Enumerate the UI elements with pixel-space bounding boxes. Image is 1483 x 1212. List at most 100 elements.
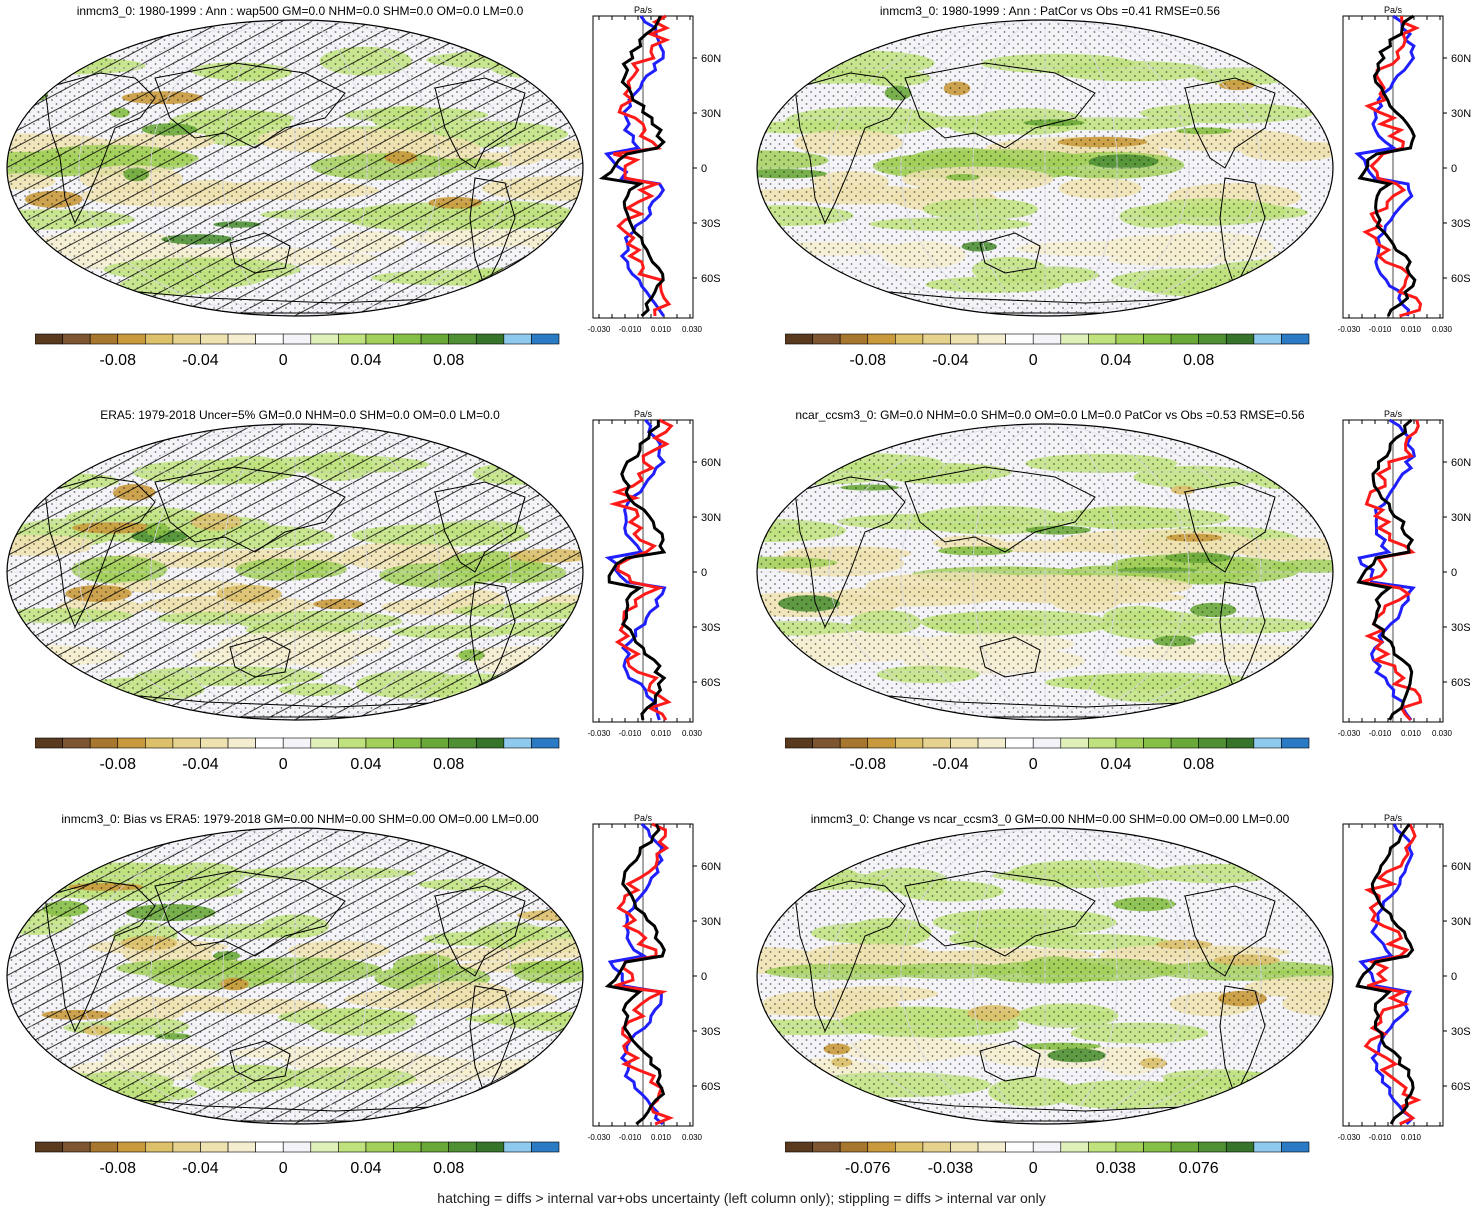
colorbar-box <box>1088 333 1117 345</box>
robinson-map <box>6 423 584 721</box>
coastline <box>469 985 516 1098</box>
latitude-tick-label: 30N <box>701 512 721 524</box>
colorbar-box <box>365 333 394 345</box>
colorbar-box <box>338 737 367 749</box>
colorbar-tick-label: 0 <box>1028 1160 1038 1177</box>
latitude-tick-label: 60S <box>701 1081 721 1093</box>
colorbar-tick-label: -0.04 <box>932 352 969 369</box>
panel-title: inmcm3_0: Change vs ncar_ccsm3_0 GM=0.00… <box>810 812 1290 826</box>
colorbar-box <box>812 1141 841 1153</box>
colorbar-tick-label: -0.04 <box>182 352 219 369</box>
coastline <box>794 880 906 1033</box>
colorbar-box <box>1170 1141 1199 1153</box>
colorbar-box <box>1143 737 1172 749</box>
colorbar-box <box>117 333 146 345</box>
colorbar-box <box>531 737 560 749</box>
colorbar-tick-label: 0.04 <box>350 352 382 369</box>
colorbar-box <box>255 737 284 749</box>
colorbar-box <box>785 333 813 345</box>
colorbar-box <box>1032 333 1062 345</box>
obs-zonal-line <box>1361 419 1423 722</box>
coastline <box>1184 77 1276 169</box>
coastline <box>434 77 526 169</box>
colorbar-box <box>1253 1141 1282 1153</box>
colorbar-box <box>785 1141 813 1153</box>
latitude-tick-label: 60S <box>701 273 721 285</box>
coastline <box>1184 885 1276 977</box>
colorbar-box <box>1115 333 1144 345</box>
latitude-tick-label: 30S <box>701 622 721 634</box>
colorbar-tick-label: 0.038 <box>1095 1160 1136 1177</box>
map-border <box>6 19 584 317</box>
units-label: Pa/s <box>1384 5 1403 15</box>
colorbar-box <box>62 333 91 345</box>
colorbar-box <box>1088 1141 1117 1153</box>
colorbar-box <box>89 1141 119 1153</box>
colorbar-tick-label: 0 <box>278 352 288 369</box>
x-tick-label: 0.010 <box>651 325 672 334</box>
latitude-tick-label: 30S <box>1451 622 1471 634</box>
panel-title: ERA5: 1979-2018 Uncer=5% GM=0.0 NHM=0.0 … <box>100 408 500 422</box>
colorbar-box <box>977 1141 1006 1153</box>
x-tick-label: -0.010 <box>619 325 642 334</box>
units-label: Pa/s <box>634 5 653 15</box>
colorbar-box <box>1170 333 1199 345</box>
x-tick-label: -0.030 <box>1338 1133 1361 1142</box>
x-tick-label: 0.030 <box>1432 325 1453 334</box>
latitude-tick-label: 0 <box>701 163 707 175</box>
obs-zonal-line <box>1362 15 1423 318</box>
zonal-mean-plot: Pa/s 60N 30N 0 30S 60S -0.030 -0.010 0.010 0.030 <box>588 5 722 334</box>
colorbar-box <box>35 737 63 749</box>
colorbar-box <box>1170 737 1199 749</box>
latitude-tick-label: 60S <box>1451 273 1471 285</box>
robinson-map <box>6 19 584 317</box>
colorbar-box <box>172 1141 201 1153</box>
colorbar-box <box>420 1141 449 1153</box>
colorbar-box <box>227 737 256 749</box>
x-tick-label: -0.010 <box>619 1133 642 1142</box>
x-tick-label: 0.030 <box>682 729 703 738</box>
colorbar-box <box>950 1141 979 1153</box>
colorbar-box <box>867 1141 896 1153</box>
latitude-tick-label: 30S <box>1451 218 1471 230</box>
x-tick-label: -0.010 <box>1369 1133 1392 1142</box>
colorbar-tick-label: 0 <box>278 756 288 773</box>
coastline <box>979 1040 1041 1082</box>
colorbar-box <box>1198 1141 1227 1153</box>
colorbar-tick-label: -0.08 <box>849 756 886 773</box>
colorbar-box <box>255 1141 284 1153</box>
colorbar-box <box>1032 737 1062 749</box>
colorbar-box <box>420 333 449 345</box>
x-tick-label: -0.010 <box>1369 729 1392 738</box>
model-zonal-line <box>604 419 667 721</box>
colorbar-box <box>922 737 951 749</box>
x-tick-label: 0.010 <box>651 729 672 738</box>
colorbar-tick-label: -0.04 <box>182 1160 219 1177</box>
latitude-tick-label: 30N <box>1451 512 1471 524</box>
zonal-mean-plot: Pa/s 60N 30N 0 30S 60S -0.030 -0.010 0.010 0.030 <box>1338 5 1472 334</box>
colorbar-tick-label: -0.08 <box>849 352 886 369</box>
colorbar-box <box>1198 737 1227 749</box>
coastline <box>44 72 156 225</box>
colorbar-box <box>922 1141 951 1153</box>
coastline <box>434 885 526 977</box>
colorbar-box <box>117 737 146 749</box>
model-zonal-line <box>1357 418 1416 721</box>
coastline <box>1219 985 1266 1098</box>
field-patch <box>7 679 63 699</box>
latitude-tick-label: 60N <box>1451 457 1471 469</box>
coastline <box>794 72 906 225</box>
colorbar-box <box>867 737 896 749</box>
colorbar-box <box>1225 1141 1255 1153</box>
colorbar-tick-label: 0.04 <box>1100 756 1132 773</box>
colorbar-tick-label: 0 <box>1028 756 1038 773</box>
colorbar-box <box>895 1141 924 1153</box>
colorbar-tick-label: 0.08 <box>433 1160 465 1177</box>
colorbar-tick-label: -0.04 <box>182 756 219 773</box>
colorbar-box <box>1281 333 1310 345</box>
colorbar-box <box>310 1141 339 1153</box>
latitude-tick-label: 60N <box>1451 861 1471 873</box>
panel-title: inmcm3_0: Bias vs ERA5: 1979-2018 GM=0.0… <box>61 812 539 826</box>
coastline <box>44 476 156 629</box>
latitude-tick-label: 0 <box>701 567 707 579</box>
